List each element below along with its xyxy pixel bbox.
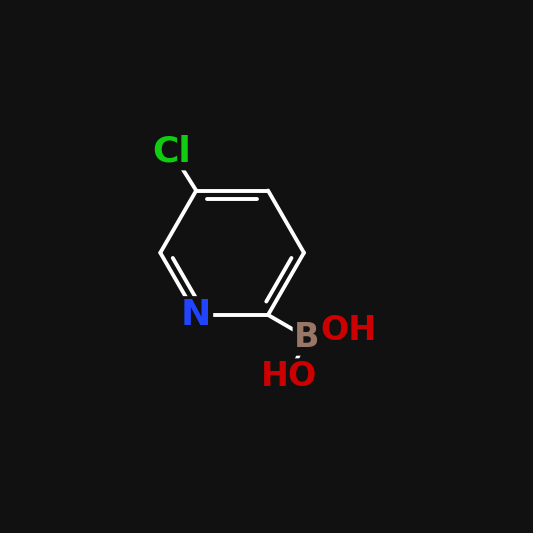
Text: HO: HO xyxy=(261,360,317,393)
Text: N: N xyxy=(181,298,212,332)
Text: B: B xyxy=(294,321,320,354)
Text: OH: OH xyxy=(320,313,376,346)
Text: B: B xyxy=(294,321,320,354)
Text: N: N xyxy=(181,298,212,332)
Text: Cl: Cl xyxy=(152,134,191,168)
Text: OH: OH xyxy=(320,313,376,346)
Text: HO: HO xyxy=(261,360,317,393)
Text: Cl: Cl xyxy=(152,134,191,168)
